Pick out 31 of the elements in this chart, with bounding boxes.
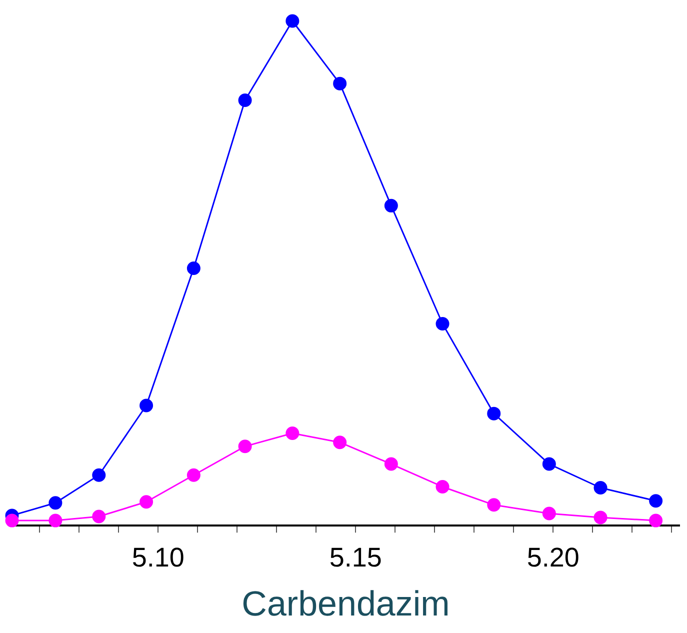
point [186,262,200,276]
point [333,76,347,90]
point [5,514,19,528]
point [238,93,252,107]
point [594,510,608,524]
point [286,426,300,440]
x-axis-title: Carbendazim [242,584,450,624]
point [286,14,300,28]
point [333,436,347,450]
point [649,514,663,528]
point [384,457,398,471]
point [542,506,556,520]
point [487,498,501,512]
point [92,510,106,524]
point [140,398,154,412]
point [48,514,62,528]
point [140,495,154,509]
point [384,198,398,212]
point [487,406,501,420]
x-tick-label: 5.15 [329,542,382,572]
point [238,440,252,454]
point [436,480,450,494]
point [48,496,62,510]
point [542,457,556,471]
point [186,468,200,482]
point [436,317,450,331]
point [649,494,663,508]
point [92,468,106,482]
x-tick-label: 5.10 [132,542,184,572]
point [594,481,608,495]
x-tick-label: 5.20 [526,542,580,572]
